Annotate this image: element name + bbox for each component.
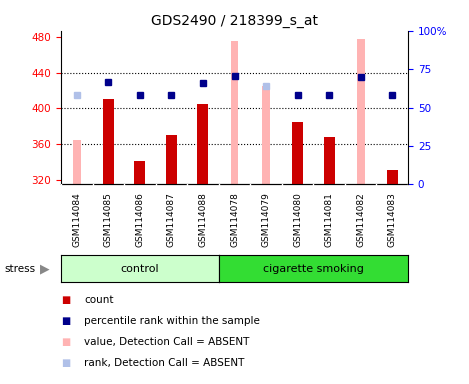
Text: GSM114086: GSM114086 — [136, 192, 144, 247]
Text: GSM114083: GSM114083 — [388, 192, 397, 247]
Text: count: count — [84, 295, 114, 305]
Text: GSM114078: GSM114078 — [230, 192, 239, 247]
Bar — [387, 170, 398, 184]
Text: stress: stress — [5, 264, 36, 274]
Text: GSM114088: GSM114088 — [198, 192, 207, 247]
Text: ■: ■ — [61, 358, 70, 368]
Text: GSM114080: GSM114080 — [293, 192, 302, 247]
Bar — [292, 122, 303, 184]
Text: ■: ■ — [61, 295, 70, 305]
Bar — [262, 86, 270, 184]
Text: rank, Detection Call = ABSENT: rank, Detection Call = ABSENT — [84, 358, 245, 368]
Text: cigarette smoking: cigarette smoking — [263, 264, 364, 274]
Title: GDS2490 / 218399_s_at: GDS2490 / 218399_s_at — [151, 14, 318, 28]
Bar — [103, 99, 114, 184]
Text: ■: ■ — [61, 316, 70, 326]
Text: ▶: ▶ — [40, 262, 50, 275]
Text: percentile rank within the sample: percentile rank within the sample — [84, 316, 260, 326]
Bar — [324, 137, 335, 184]
Text: GSM114087: GSM114087 — [167, 192, 176, 247]
Bar — [73, 140, 81, 184]
Bar — [231, 41, 238, 184]
Text: value, Detection Call = ABSENT: value, Detection Call = ABSENT — [84, 337, 250, 347]
Bar — [166, 135, 177, 184]
Text: control: control — [121, 264, 159, 274]
Text: GSM114084: GSM114084 — [72, 192, 81, 247]
Bar — [197, 104, 208, 184]
Text: GSM114085: GSM114085 — [104, 192, 113, 247]
Bar — [134, 161, 145, 184]
Text: GSM114079: GSM114079 — [262, 192, 271, 247]
Bar — [357, 39, 364, 184]
Text: GSM114081: GSM114081 — [325, 192, 333, 247]
Text: GSM114082: GSM114082 — [356, 192, 365, 247]
Text: ■: ■ — [61, 337, 70, 347]
